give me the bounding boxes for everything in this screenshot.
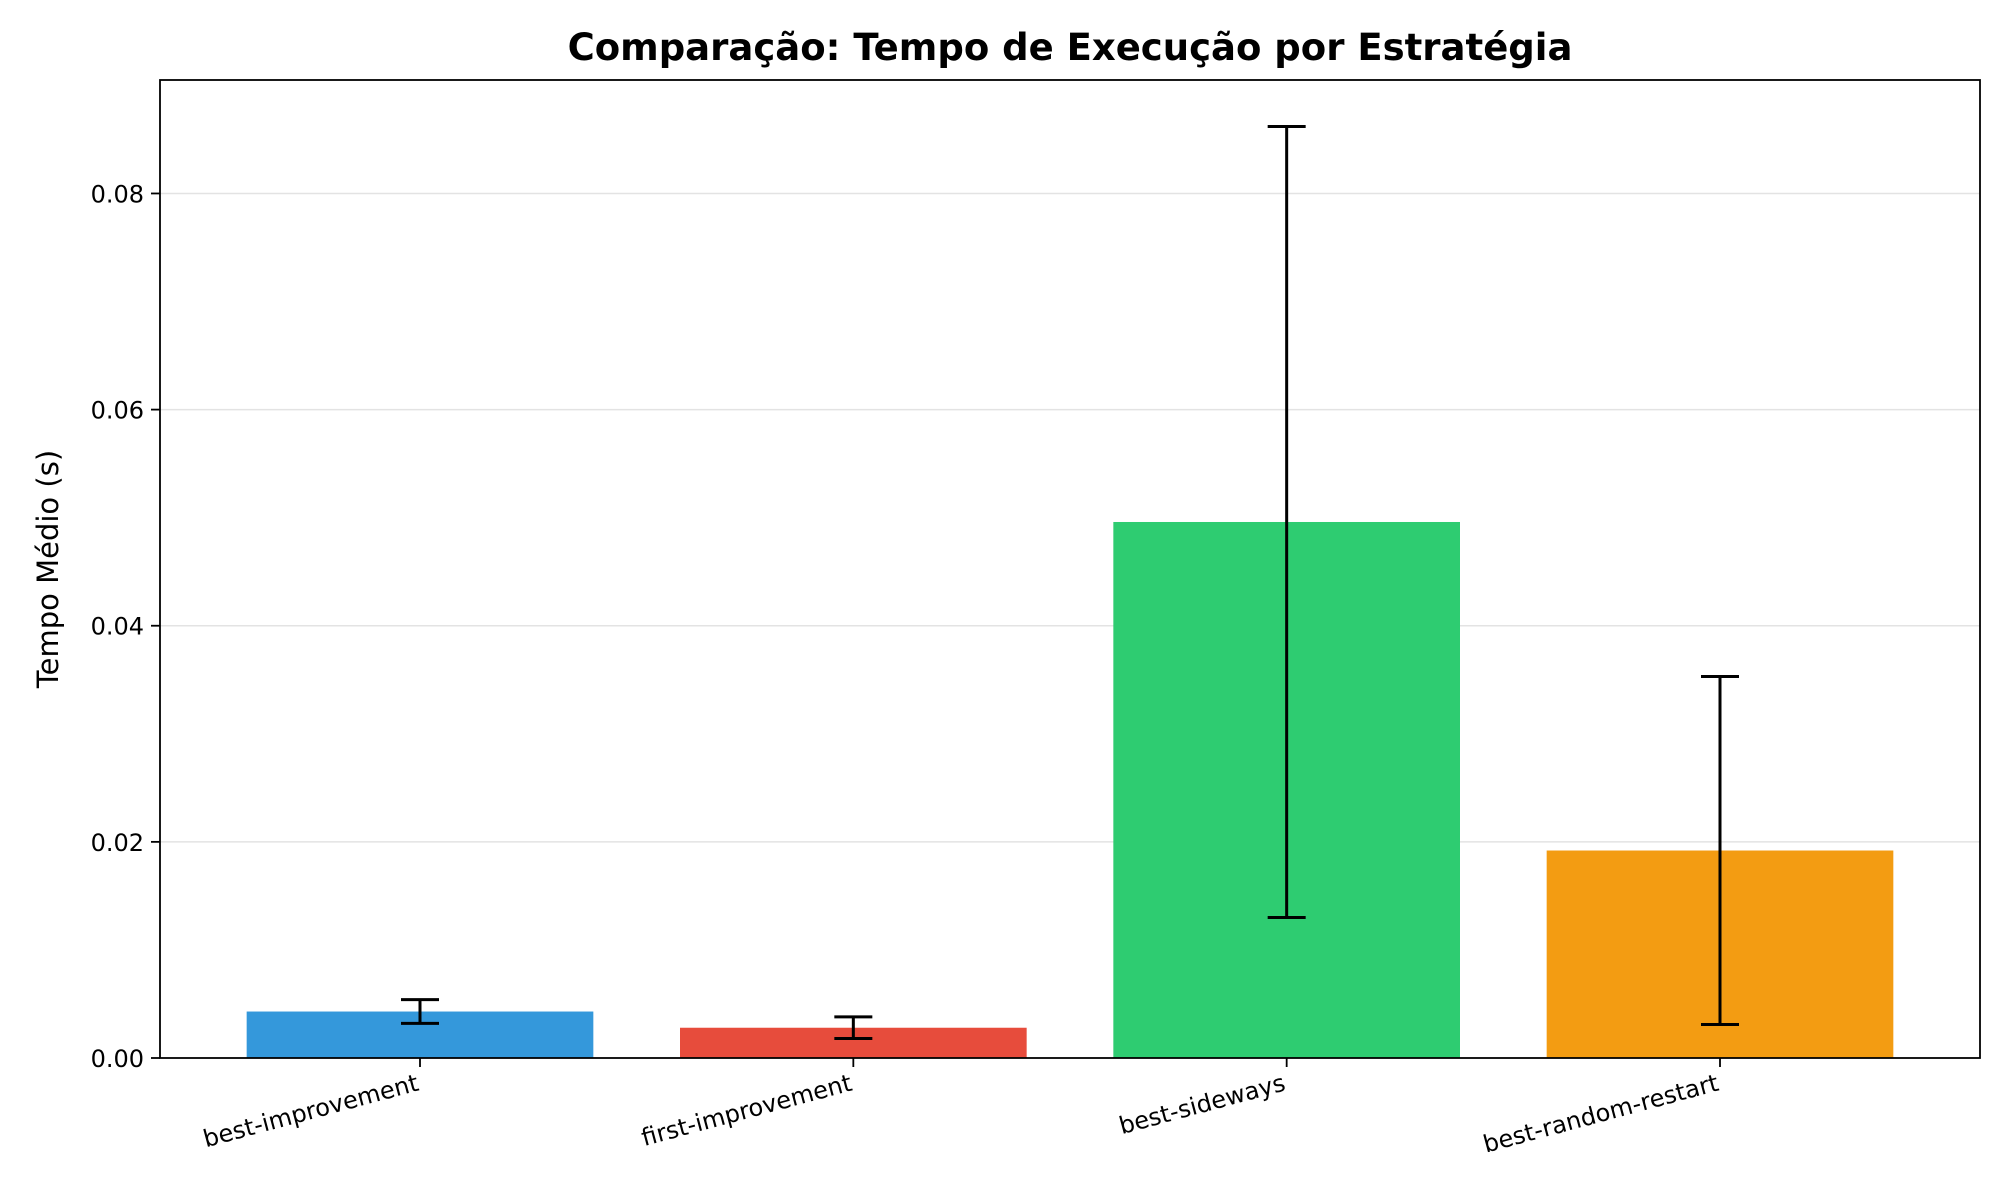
y-tick-label: 0.02 <box>91 829 144 857</box>
y-tick-layer: 0.00 0.02 0.04 0.06 0.08 <box>91 180 160 1073</box>
x-tick-layer: best-improvement first-improvement best-si… <box>200 1058 1722 1159</box>
x-tick-label: best-improvement <box>200 1069 421 1153</box>
chart-title: Comparação: Tempo de Execução por Estrat… <box>568 26 1573 69</box>
y-tick-label: 0.06 <box>91 397 144 425</box>
y-tick-label: 0.08 <box>91 180 144 208</box>
x-tick-label: first-improvement <box>638 1069 854 1152</box>
plot-frame <box>159 79 1981 1059</box>
errorbar-layer <box>401 124 1739 1041</box>
grid-layer <box>160 192 1980 843</box>
x-tick-label: best-sideways <box>1116 1069 1288 1140</box>
y-axis-label: Tempo Médio (s) <box>31 450 65 689</box>
x-tick-label: best-random-restart <box>1480 1069 1721 1159</box>
y-tick-label: 0.04 <box>91 613 144 641</box>
y-tick-label: 0.00 <box>91 1045 144 1073</box>
bar-layer <box>246 521 1894 1058</box>
